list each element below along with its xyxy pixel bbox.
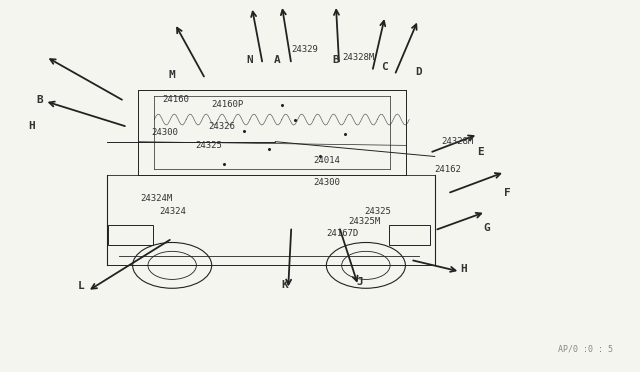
Text: B: B: [36, 95, 43, 105]
Text: 24300: 24300: [314, 178, 340, 187]
Text: K: K: [282, 280, 289, 290]
Text: H: H: [29, 121, 35, 131]
Bar: [389, 225, 430, 245]
Text: J: J: [356, 277, 363, 287]
Bar: [108, 225, 153, 245]
Text: L: L: [77, 282, 84, 291]
Text: 24325M: 24325M: [349, 217, 381, 225]
Text: 24329: 24329: [291, 45, 318, 54]
Text: H: H: [460, 264, 467, 274]
Text: G: G: [484, 224, 490, 234]
Text: C: C: [381, 62, 388, 72]
Text: 24160: 24160: [162, 95, 189, 104]
Text: 24325: 24325: [365, 207, 392, 217]
Text: 24324: 24324: [159, 207, 186, 217]
Text: B: B: [332, 55, 339, 65]
Text: F: F: [504, 187, 511, 198]
Text: D: D: [415, 67, 422, 77]
Text: 24160P: 24160P: [212, 100, 244, 109]
Text: 24325: 24325: [196, 141, 223, 150]
Text: 24328M: 24328M: [342, 53, 374, 62]
Text: M: M: [169, 70, 175, 80]
Text: E: E: [477, 147, 484, 157]
Text: 24300: 24300: [151, 128, 178, 137]
Text: N: N: [246, 55, 253, 65]
Text: AP/0 :0 : 5: AP/0 :0 : 5: [558, 345, 613, 354]
Text: 24014: 24014: [314, 155, 340, 165]
Text: 24324M: 24324M: [140, 195, 173, 203]
Text: A: A: [274, 55, 281, 65]
Text: 24328M: 24328M: [441, 137, 474, 146]
Text: 24326: 24326: [209, 122, 236, 131]
Text: 24162: 24162: [435, 165, 461, 174]
Text: 24167D: 24167D: [326, 230, 358, 238]
